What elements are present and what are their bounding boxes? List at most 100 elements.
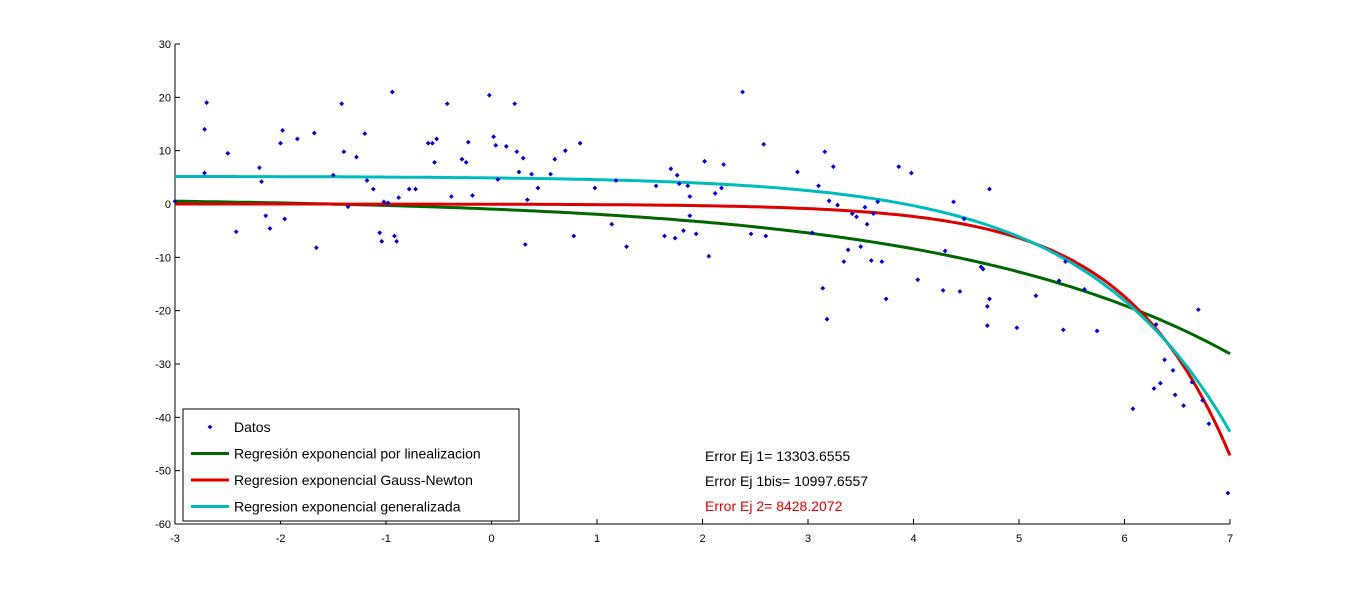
data-point xyxy=(987,186,992,192)
data-point xyxy=(406,186,412,192)
data-point xyxy=(392,233,397,239)
data-point xyxy=(432,160,437,165)
data-point xyxy=(987,296,992,302)
data-point xyxy=(379,238,385,244)
data-point xyxy=(763,233,769,239)
data-point xyxy=(719,185,724,191)
data-point xyxy=(516,169,522,175)
data-point xyxy=(984,323,990,328)
series-line-2 xyxy=(175,202,1232,457)
y-tick-label: -30 xyxy=(155,359,171,371)
data-point xyxy=(1162,357,1167,363)
data-point xyxy=(693,231,699,237)
x-tick-label: 4 xyxy=(910,533,916,545)
x-axis: -3 -2 -1 0 1 2 3 4 5 6 7 xyxy=(170,519,1233,545)
series-line-3 xyxy=(175,175,1232,433)
y-tick-label: 10 xyxy=(159,146,171,158)
data-point xyxy=(512,101,518,107)
data-point xyxy=(809,230,815,236)
x-tick-label: -2 xyxy=(276,533,286,545)
data-point xyxy=(592,185,598,191)
data-point xyxy=(263,213,269,219)
data-point xyxy=(202,170,207,176)
data-point xyxy=(1094,328,1100,334)
data-point xyxy=(294,136,300,142)
data-point xyxy=(862,204,868,210)
legend-box xyxy=(182,408,520,522)
data-point xyxy=(712,190,718,196)
data-point xyxy=(278,140,283,146)
data-point xyxy=(662,233,667,239)
data-point xyxy=(548,171,553,177)
data-point xyxy=(465,139,471,145)
data-point xyxy=(493,142,499,148)
data-point xyxy=(824,316,830,322)
data-point xyxy=(841,259,847,264)
data-point xyxy=(1082,286,1087,292)
data-point xyxy=(795,169,800,175)
y-axis: 30 20 10 0 -10 -20 -30 -40 -50 -60 xyxy=(155,39,180,531)
error-annotation-2: Error Ej 1bis= 10997.6557 xyxy=(705,473,868,489)
data-point xyxy=(668,166,674,172)
data-point xyxy=(233,229,239,235)
error-annotation-3: Error Ej 2= 8428.2072 xyxy=(705,498,843,514)
data-point xyxy=(984,304,990,309)
data-point xyxy=(449,194,454,199)
data-point xyxy=(257,165,262,171)
data-point xyxy=(613,178,619,183)
data-point xyxy=(1206,421,1212,427)
data-point xyxy=(845,247,851,253)
legend-label: Regresión exponencial por linealizacion xyxy=(234,446,481,462)
y-tick-label: -40 xyxy=(155,412,171,424)
x-tick-label: 7 xyxy=(1227,533,1233,545)
data-point xyxy=(522,242,528,247)
data-point xyxy=(535,185,541,191)
data-point xyxy=(1056,278,1062,284)
data-point xyxy=(826,198,832,204)
data-point xyxy=(1153,322,1159,327)
data-point xyxy=(345,204,351,210)
data-point xyxy=(354,154,359,160)
data-point xyxy=(1189,379,1195,385)
data-point xyxy=(381,199,387,205)
x-tick-label: 1 xyxy=(594,533,600,545)
data-point xyxy=(520,155,526,161)
legend-label: Regresion exponencial Gauss-Newton xyxy=(234,472,473,488)
data-point xyxy=(687,213,693,219)
y-tick-label: -50 xyxy=(155,466,171,478)
data-point xyxy=(389,89,395,95)
data-point xyxy=(425,140,431,146)
data-point xyxy=(858,244,864,250)
data-point xyxy=(362,131,368,136)
data-point xyxy=(491,134,497,140)
y-tick-label: 30 xyxy=(159,39,171,51)
data-point xyxy=(396,195,402,200)
data-point xyxy=(459,156,465,162)
y-tick-label: -60 xyxy=(155,519,171,531)
data-point xyxy=(1151,386,1157,391)
data-point xyxy=(940,288,946,293)
data-point xyxy=(609,221,615,227)
data-point xyxy=(1063,259,1068,264)
x-tick-label: 5 xyxy=(1016,533,1022,545)
data-point xyxy=(463,160,469,165)
data-point xyxy=(364,178,370,183)
data-point xyxy=(1200,397,1205,403)
data-point xyxy=(1170,368,1176,373)
data-point xyxy=(685,183,691,189)
y-tick-label: 20 xyxy=(159,92,171,104)
y-tick-label: -10 xyxy=(155,252,171,264)
data-point xyxy=(562,148,568,154)
data-point xyxy=(721,162,726,167)
data-point xyxy=(552,156,558,162)
data-point xyxy=(868,258,874,263)
data-point xyxy=(1060,327,1066,333)
data-point xyxy=(434,136,440,142)
data-point xyxy=(204,100,210,106)
data-point xyxy=(282,216,288,222)
data-point xyxy=(681,228,686,234)
data-point xyxy=(377,230,383,236)
data-point xyxy=(653,183,659,189)
data-point xyxy=(674,172,680,178)
data-points xyxy=(172,89,1231,496)
